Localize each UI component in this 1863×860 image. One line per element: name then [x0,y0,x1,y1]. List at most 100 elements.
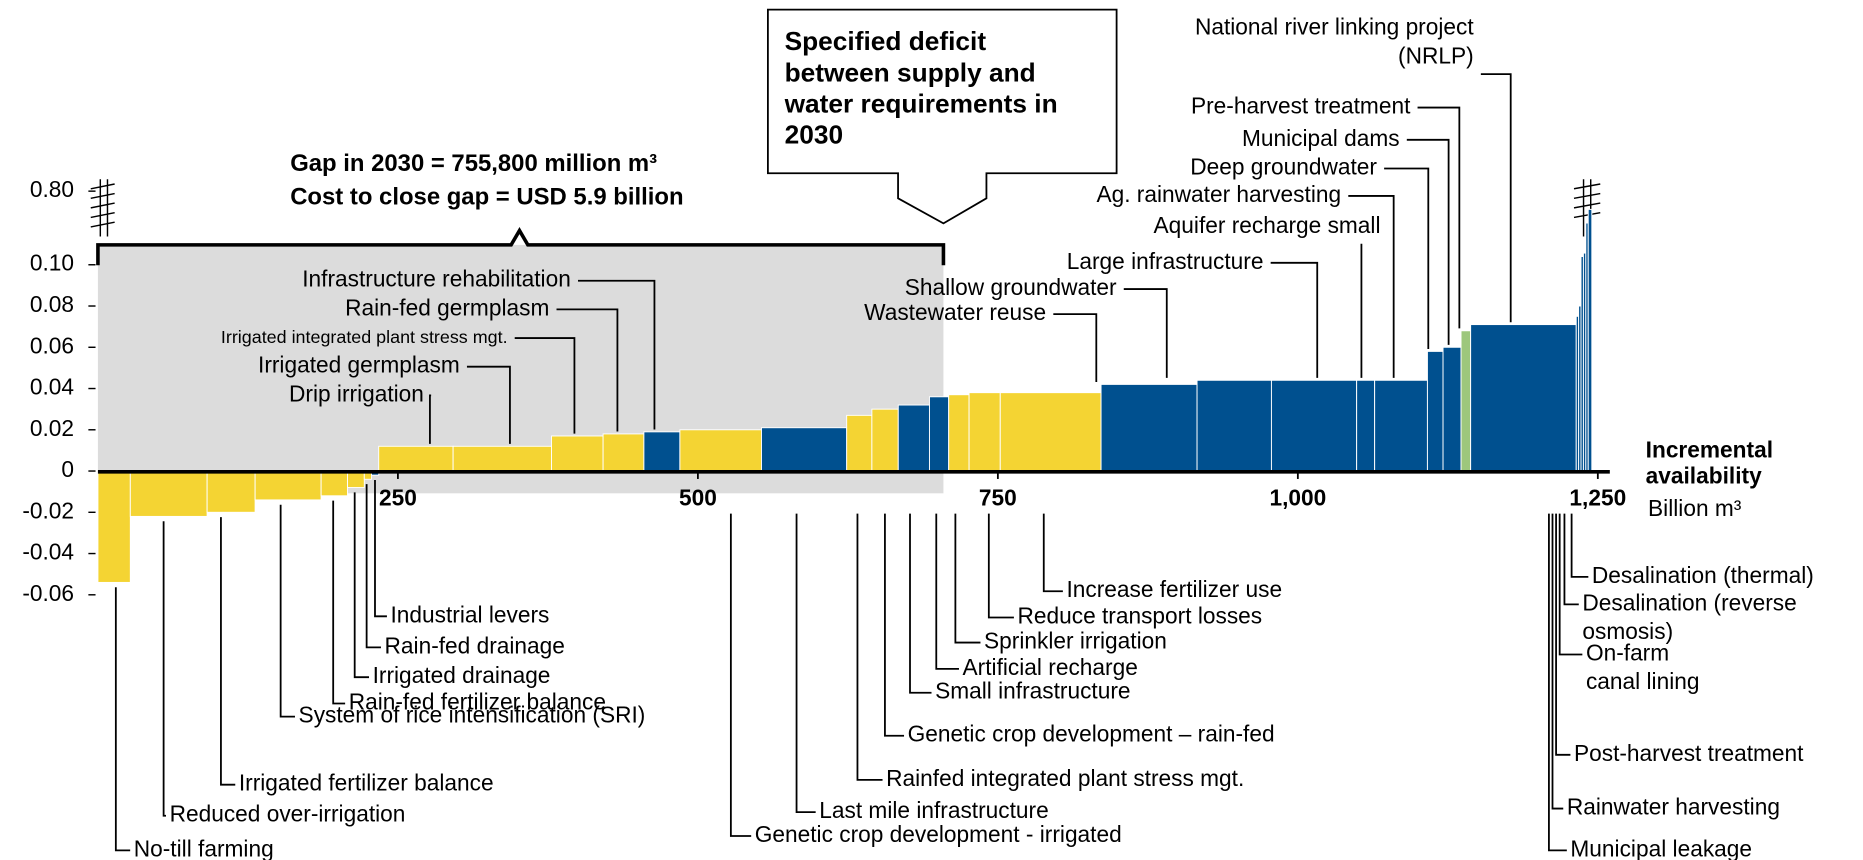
leader-line [374,479,387,618]
leader-line [909,513,932,694]
bar [320,471,348,497]
leader-line [1570,513,1589,578]
bar [1100,383,1198,473]
bar [452,445,552,473]
bar-label: Pre-harvest treatment [1191,93,1411,119]
y-tick-label: 0.08 [30,291,74,317]
cost-text: Cost to close gap = USD 5.9 billion [290,184,683,211]
y-tick-label: -0.06 [22,580,74,606]
label-wrap: Desalination (reverse osmosis) [1582,591,1796,645]
bar [347,471,365,489]
callout-box [766,8,1118,225]
bar-label: Small infrastructure [935,678,1130,704]
bar [948,394,970,473]
label-wrap: National river linking project (NRLP) [1195,16,1474,70]
bar-label: No-till farming [134,835,274,860]
bar [928,396,950,473]
callout-wrap: Specified deficit between supply and wat… [784,26,1058,150]
bar [551,435,604,473]
leader-line [220,517,236,786]
bar-label: Rain-fed germplasm [345,294,549,320]
bar [643,431,681,473]
bar [1196,379,1272,473]
bar-label: Genetic crop development - irrigated [755,821,1122,847]
bar [1270,379,1358,473]
y-tick-label: 0.02 [30,415,74,441]
bar [602,433,645,473]
bar-label: Genetic crop development – rain-fed [908,721,1275,747]
x-tick-label: 500 [679,484,717,510]
bar [129,471,208,517]
bar-label: Shallow groundwater [905,274,1117,300]
bar-label: Rain-fed drainage [385,632,565,658]
bar-label: Desalination (thermal) [1592,562,1814,588]
bar-label: Drip irrigation [289,380,424,406]
bar-label: Sprinkler irrigation [984,628,1167,654]
bar [1442,346,1462,473]
bar-label: Rain-fed fertilizer balance [349,688,606,714]
leader-line [1348,195,1395,378]
bar [871,408,899,473]
bar [254,471,322,501]
bar-label: Ag. rainwater harvesting [1096,181,1341,207]
gap-bracket [96,227,946,266]
leader-line [578,279,656,430]
x-tick-label: 750 [979,484,1017,510]
bar [897,404,930,473]
bar-label: Last mile infrastructure [819,797,1048,823]
callout-text: Specified deficit between supply and wat… [784,26,1058,150]
leader-line [1480,73,1512,323]
x-label-wrap: Incremental availability [1645,438,1774,490]
x-tick-label: 1,000 [1269,484,1326,510]
bar-label: Irrigated drainage [373,662,551,688]
bar [378,445,454,473]
bar [1426,350,1444,473]
leader-line [1417,106,1461,329]
leader-line [884,513,905,737]
leader-line [1551,513,1564,810]
leader-line [1270,261,1319,378]
y-tick-label: 0.06 [30,332,74,358]
bar-label: Rainfed integrated plant stress mgt. [886,765,1244,791]
bar-label: Wastewater reuse [864,299,1046,325]
leader-line [1548,513,1567,852]
bar-label: On-farm canal lining [1585,641,1700,696]
gap-text: Gap in 2030 = 755,800 million m³ [290,150,657,177]
label-wrap: On-farm canal lining [1585,641,1700,696]
leader-line [353,492,370,679]
bar-label: Infrastructure rehabilitation [302,266,571,292]
bar [206,471,256,513]
bar-label: Municipal dams [1242,125,1400,151]
leader-line [856,513,883,781]
bar-label: Post-harvest treatment [1574,740,1804,766]
bar-label: Increase fertilizer use [1066,576,1282,602]
bar-label: Reduce transport losses [1017,602,1262,628]
axis-break-right [1573,179,1601,237]
leader-line [1042,513,1063,593]
bar [1460,330,1472,473]
bar-label: Municipal leakage [1570,835,1752,860]
leader-line [429,394,432,444]
label-wrap: System of rice intensification (SRI) [298,703,646,729]
leader-line [466,365,511,444]
leader-line [1123,288,1168,378]
x-tick-label: 1,250 [1569,484,1626,510]
leader-line [162,521,166,817]
bar [97,471,131,583]
leader-line [1563,513,1579,606]
leader-line [954,513,981,644]
bar-label: Irrigated germplasm [258,352,460,378]
x-axis-label: Incremental availability [1645,438,1774,490]
y-tick-label: 0.10 [30,250,74,276]
leader-line [1555,513,1571,756]
bar-label: Rainwater harvesting [1567,794,1780,820]
leader-line [514,337,576,434]
bar-label: Large infrastructure [1067,248,1264,274]
bar [679,429,762,473]
bar [1587,208,1593,473]
bar [1470,324,1577,473]
bar-label: System of rice intensification (SRI) [298,703,646,729]
leader-line [987,513,1014,619]
bar [1374,379,1428,473]
